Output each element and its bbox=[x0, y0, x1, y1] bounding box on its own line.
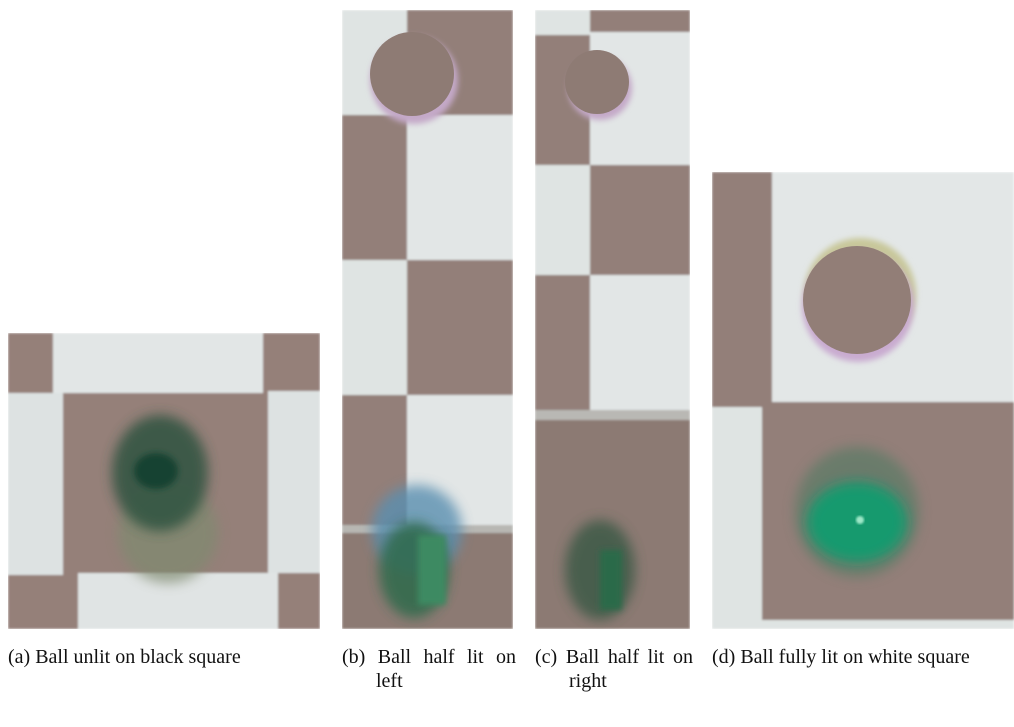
caption-text: Ball unlit on black square bbox=[35, 646, 241, 668]
caption: (a) Ball unlit on black square bbox=[8, 645, 324, 669]
caption-text: Ball half lit on left bbox=[376, 646, 516, 692]
caption: (b) Ball half lit on left bbox=[342, 645, 516, 693]
caption-label: (a) bbox=[8, 646, 30, 668]
photo-b bbox=[342, 10, 513, 629]
caption-label: (b) bbox=[342, 646, 365, 668]
caption: (d) Ball fully lit on white square bbox=[712, 645, 1014, 669]
figure: (a) Ball unlit on black square (b) Ball … bbox=[0, 0, 1014, 727]
caption-text: Ball half lit on right bbox=[566, 646, 693, 692]
caption: (c) Ball half lit on right bbox=[535, 645, 693, 693]
caption-label: (d) bbox=[712, 646, 735, 668]
photo-d bbox=[712, 172, 1014, 629]
caption-text: Ball fully lit on white square bbox=[740, 646, 969, 668]
caption-label: (c) bbox=[535, 646, 557, 668]
photo-a bbox=[8, 333, 320, 629]
photo-c bbox=[535, 10, 690, 629]
